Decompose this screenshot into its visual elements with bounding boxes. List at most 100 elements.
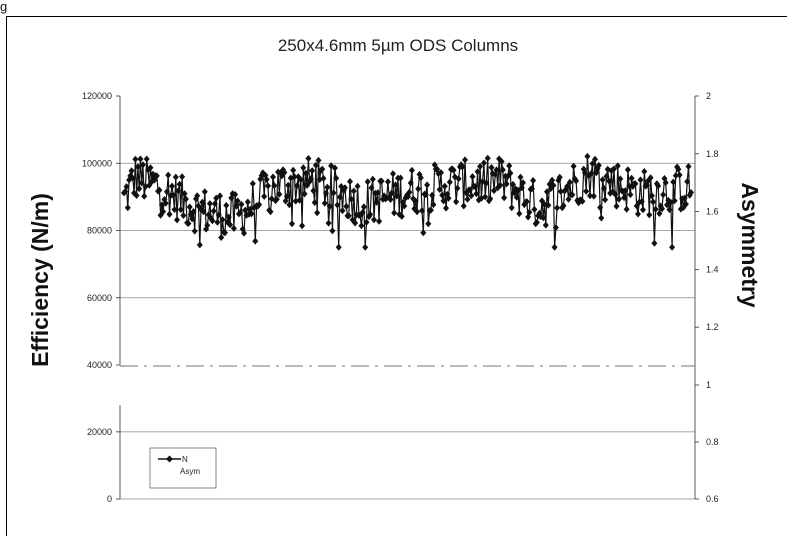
n-point xyxy=(598,214,605,222)
n-point xyxy=(360,203,367,211)
n-point xyxy=(503,180,510,188)
n-point xyxy=(497,181,504,189)
n-point xyxy=(333,174,340,182)
n-point xyxy=(589,160,596,168)
n-point xyxy=(462,156,468,164)
n-point xyxy=(427,206,434,214)
n-point xyxy=(499,166,506,174)
n-point xyxy=(414,208,420,216)
n-point xyxy=(290,166,297,174)
y-axis-label-left: Efficiency (N/m) xyxy=(27,193,53,367)
n-point xyxy=(321,199,328,207)
n-point xyxy=(294,182,300,190)
n-point xyxy=(281,169,288,176)
n-point xyxy=(554,204,561,212)
n-point xyxy=(339,207,346,215)
n-point xyxy=(406,188,413,196)
n-point xyxy=(513,193,520,201)
n-point xyxy=(408,166,415,174)
n-point xyxy=(584,152,591,160)
n-point xyxy=(233,202,240,210)
n-point xyxy=(367,211,374,218)
n-point xyxy=(652,205,659,213)
n-point xyxy=(134,163,141,171)
legend-marker-n xyxy=(166,455,173,463)
n-point xyxy=(237,209,244,217)
n-point xyxy=(616,195,622,203)
n-point xyxy=(215,211,222,219)
n-point xyxy=(573,177,580,185)
n-point xyxy=(276,190,283,198)
n-point xyxy=(660,191,667,199)
n-point xyxy=(186,203,193,211)
n-point xyxy=(671,197,678,205)
n-point xyxy=(217,192,223,200)
n-point xyxy=(429,191,436,199)
n-point xyxy=(391,209,398,217)
n-point xyxy=(162,199,169,207)
n-point xyxy=(597,204,604,211)
n-point xyxy=(143,155,150,163)
n-point xyxy=(359,208,366,216)
n-point xyxy=(613,202,620,210)
n-point xyxy=(672,172,679,180)
n-point xyxy=(138,179,145,187)
n-point xyxy=(602,196,609,204)
n-point xyxy=(443,204,449,212)
n-point xyxy=(299,222,306,230)
n-point xyxy=(600,184,607,192)
y-tick-label-left: 40000 xyxy=(87,360,112,370)
n-point xyxy=(487,195,494,203)
n-point xyxy=(637,176,644,184)
n-point xyxy=(165,171,172,179)
n-point xyxy=(450,166,457,174)
n-point xyxy=(241,229,247,237)
y-tick-label-left: 100000 xyxy=(82,158,112,168)
n-point xyxy=(163,188,170,196)
n-point xyxy=(666,206,673,214)
y-tick-label-right: 1 xyxy=(706,380,711,390)
n-point xyxy=(218,234,225,241)
n-point xyxy=(530,177,537,184)
n-point xyxy=(445,194,452,202)
n-point xyxy=(477,163,484,170)
n-point xyxy=(640,206,646,214)
n-point xyxy=(662,179,669,187)
n-point xyxy=(685,163,692,170)
n-point xyxy=(517,173,524,181)
n-point xyxy=(238,200,245,208)
n-point xyxy=(160,208,167,216)
n-point xyxy=(541,201,548,208)
n-point xyxy=(225,213,232,221)
n-point xyxy=(459,163,466,171)
n-point xyxy=(628,174,635,182)
n-point xyxy=(230,224,237,232)
n-point xyxy=(350,187,357,195)
y-axis-label-right: Asymmetry xyxy=(737,182,763,307)
n-point xyxy=(302,169,309,177)
n-point xyxy=(342,184,348,192)
n-point xyxy=(141,192,148,200)
n-point xyxy=(210,207,217,215)
gridlines xyxy=(120,162,695,500)
n-point xyxy=(196,241,203,249)
n-point xyxy=(296,196,303,204)
n-point xyxy=(191,227,198,235)
n-point xyxy=(147,164,154,172)
n-point xyxy=(169,182,175,190)
n-point xyxy=(647,174,654,182)
legend-label-n: N xyxy=(182,455,188,464)
n-point xyxy=(655,182,662,190)
n-point xyxy=(684,178,691,186)
n-point xyxy=(227,221,234,229)
n-point xyxy=(291,173,298,181)
n-point xyxy=(189,215,196,223)
n-point xyxy=(129,174,136,182)
n-point xyxy=(289,220,295,228)
n-point xyxy=(460,202,467,210)
n-point xyxy=(469,173,476,181)
n-point xyxy=(484,154,491,162)
legend-box xyxy=(149,447,217,489)
n-point xyxy=(261,192,268,200)
n-point xyxy=(617,175,624,183)
